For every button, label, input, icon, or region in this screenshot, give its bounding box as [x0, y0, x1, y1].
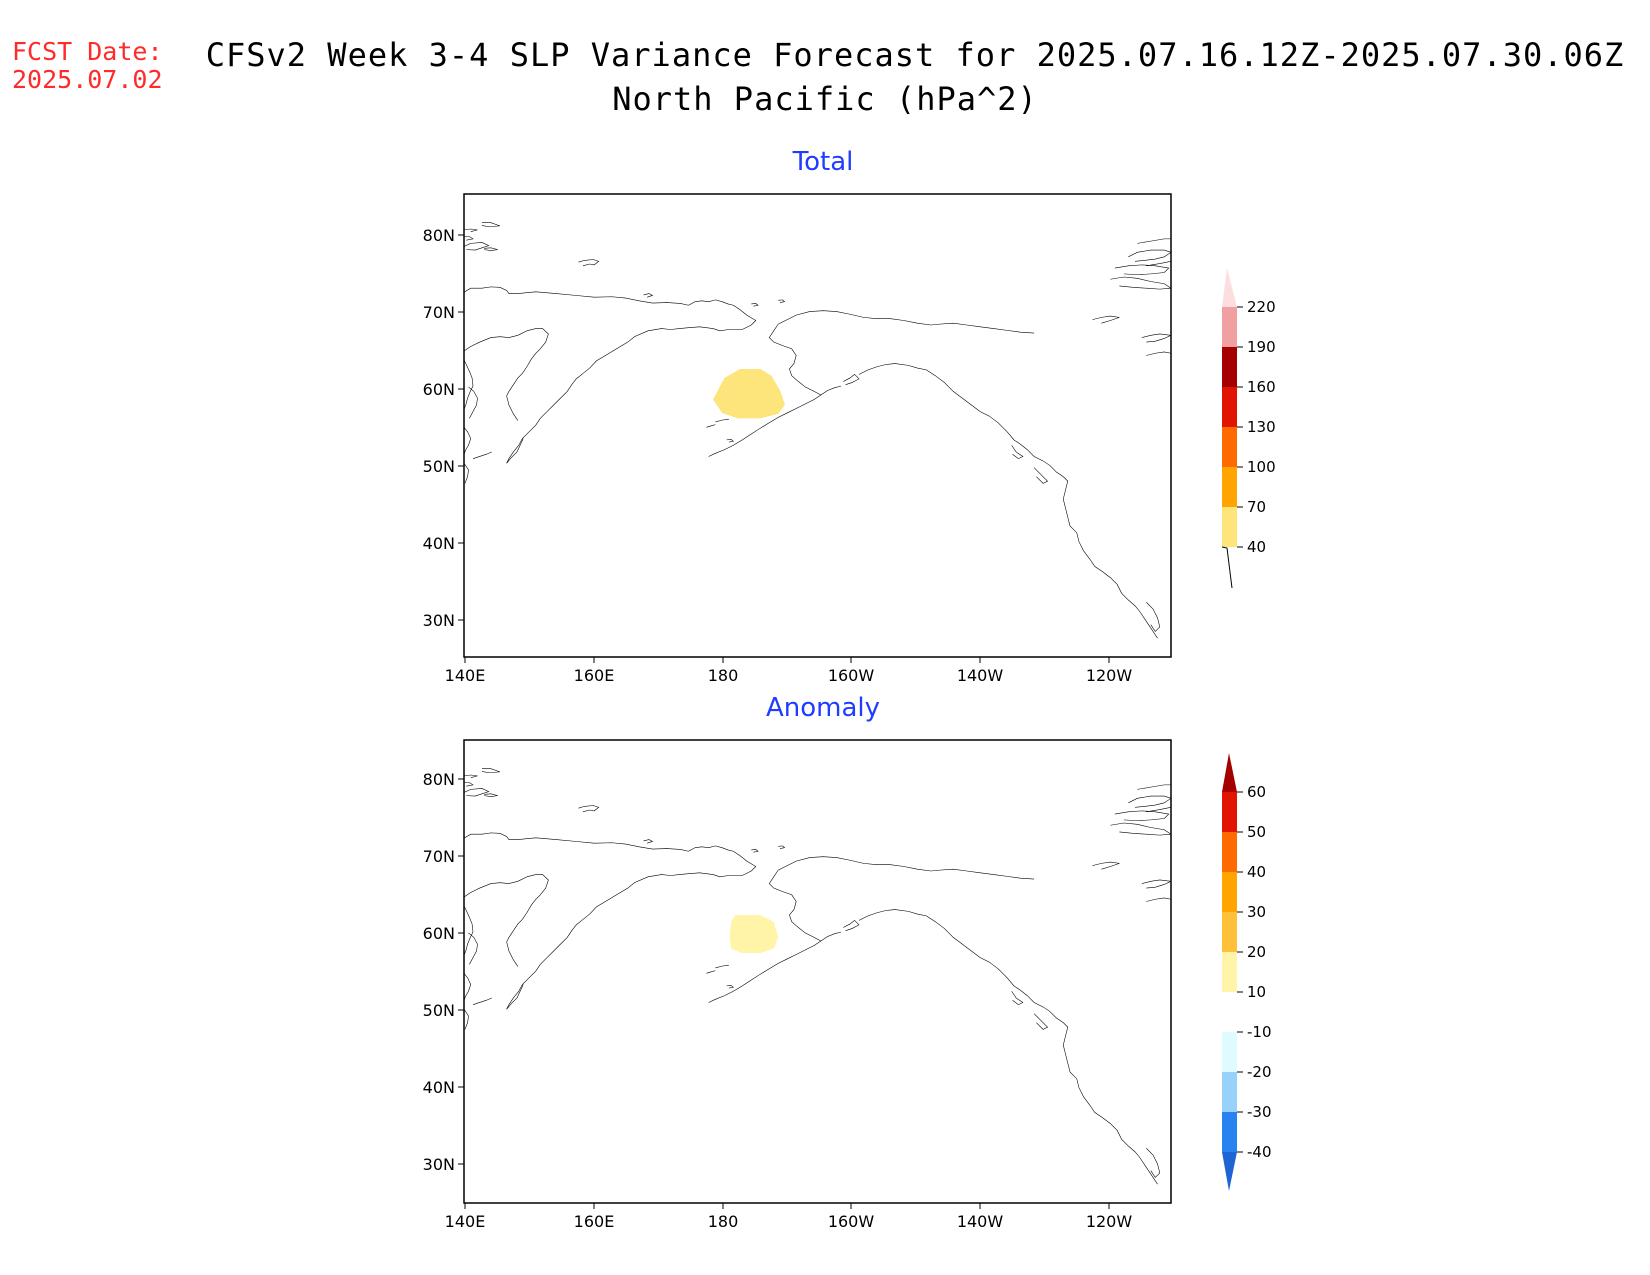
- colorbar-anomaly-swatch: [1222, 872, 1237, 912]
- panel-total: Total 80N 70N 60N 50N 40N 30N 140E 160E …: [423, 147, 1276, 685]
- lon-tick: 120W: [1086, 1212, 1133, 1231]
- lat-tick: 70N: [423, 847, 455, 866]
- colorbar-total-label: 190: [1247, 338, 1276, 356]
- colorbar-anomaly-label: -40: [1247, 1143, 1272, 1161]
- colorbar-anomaly-label: 40: [1247, 863, 1266, 881]
- lat-tick: 50N: [423, 1001, 455, 1020]
- colorbar-anomaly-label: 10: [1247, 983, 1266, 1001]
- map-area-anomaly: [464, 768, 1171, 1185]
- colorbar-anomaly-swatch: [1222, 1032, 1237, 1072]
- map-border-total: [463, 193, 1172, 658]
- lat-tick: 60N: [423, 924, 455, 943]
- lat-tick: 60N: [423, 380, 455, 399]
- panel-anomaly-title: Anomaly: [766, 693, 880, 723]
- colorbar-anomaly-label: 60: [1247, 783, 1266, 801]
- colorbar-total-label: 100: [1247, 458, 1276, 476]
- figure-title: CFSv2 Week 3-4 SLP Variance Forecast for…: [0, 33, 1650, 121]
- colorbar-total-label: 220: [1247, 298, 1276, 316]
- colorbar-anomaly-label: 30: [1247, 903, 1266, 921]
- lon-tick: 180: [708, 1212, 739, 1231]
- colorbar-total-swatch: [1222, 507, 1237, 547]
- lon-tick: 140E: [445, 666, 486, 685]
- colorbar-total-label: 70: [1247, 498, 1266, 516]
- lat-tick: 80N: [423, 226, 455, 245]
- fcst-label: FCST Date:: [12, 37, 163, 66]
- colorbar-total-swatch: [1222, 347, 1237, 387]
- map-frame-anomaly: [464, 740, 1171, 1203]
- colorbar-total-label: 160: [1247, 378, 1276, 396]
- lat-tick: 80N: [423, 770, 455, 789]
- colorbar-anomaly-label: 20: [1247, 943, 1266, 961]
- colorbar-anomaly-swatch: [1222, 792, 1237, 832]
- lat-tick: 30N: [423, 1155, 455, 1174]
- lon-tick: 160E: [574, 666, 615, 685]
- lat-tick: 50N: [423, 457, 455, 476]
- lon-tick: 160W: [828, 666, 875, 685]
- lon-axis-anomaly: 140E 160E 180 160W 140W 120W: [445, 1203, 1133, 1231]
- colorbar-total-swatch: [1222, 427, 1237, 467]
- colorbar-total-swatch: [1222, 467, 1237, 507]
- lon-tick: 160W: [828, 1212, 875, 1231]
- shaded-variance-region-anomaly: [729, 914, 779, 954]
- map-area-total: [464, 222, 1171, 639]
- colorbar-anomaly-swatch: [1222, 912, 1237, 952]
- panel-total-title: Total: [792, 147, 854, 177]
- colorbar-anomaly-swatch: [1222, 832, 1237, 872]
- colorbar-anomaly-lower-triangle: [1222, 1152, 1237, 1191]
- colorbar-total-swatch: [1222, 307, 1237, 347]
- colorbar-anomaly-label: -10: [1247, 1023, 1272, 1041]
- colorbar-anomaly: 60 50 40 30 20 10 -10 -20 -30 -40: [1222, 753, 1272, 1191]
- shaded-variance-region-total: [713, 368, 785, 419]
- lon-tick: 180: [708, 666, 739, 685]
- lon-tick: 140W: [957, 1212, 1004, 1231]
- lat-tick: 40N: [423, 534, 455, 553]
- colorbar-total-swatch: [1222, 387, 1237, 427]
- title-line-2: North Pacific (hPa^2): [612, 80, 1038, 118]
- map-frame-total: [464, 194, 1171, 657]
- lon-tick: 160E: [574, 1212, 615, 1231]
- colorbar-total-label: 40: [1247, 538, 1266, 556]
- lon-tick: 120W: [1086, 666, 1133, 685]
- fcst-date: 2025.07.02: [12, 65, 163, 94]
- colorbar-anomaly-label: 50: [1247, 823, 1266, 841]
- colorbar-anomaly-upper-triangle: [1222, 753, 1237, 792]
- lon-axis-total: 140E 160E 180 160W 140W 120W: [445, 657, 1133, 685]
- colorbar-total-label: 130: [1247, 418, 1276, 436]
- title-line-1: CFSv2 Week 3-4 SLP Variance Forecast for…: [205, 36, 1625, 74]
- lon-tick: 140E: [445, 1212, 486, 1231]
- colorbar-total: 40 70 100 130 160 190 220: [1221, 268, 1276, 589]
- lat-tick: 70N: [423, 303, 455, 322]
- forecast-date-label: FCST Date: 2025.07.02: [12, 38, 163, 94]
- lat-tick: 30N: [423, 611, 455, 630]
- colorbar-anomaly-label: -20: [1247, 1063, 1272, 1081]
- colorbar-total-lower-triangle: [1221, 546, 1233, 589]
- colorbar-anomaly-swatch: [1222, 1072, 1237, 1112]
- lon-tick: 140W: [957, 666, 1004, 685]
- colorbar-anomaly-swatch: [1222, 952, 1237, 992]
- colorbar-anomaly-swatch: [1222, 992, 1237, 1032]
- lat-axis-total: 80N 70N 60N 50N 40N 30N: [423, 226, 464, 630]
- lat-tick: 40N: [423, 1078, 455, 1097]
- colorbar-total-upper-triangle: [1222, 268, 1237, 307]
- map-border-anomaly: [463, 739, 1172, 1204]
- lat-axis-anomaly: 80N 70N 60N 50N 40N 30N: [423, 770, 464, 1174]
- colorbar-anomaly-label: -30: [1247, 1103, 1272, 1121]
- colorbar-anomaly-swatch: [1222, 1112, 1237, 1152]
- panel-anomaly: Anomaly 80N 70N 60N 50N 40N 30N 140E 160…: [423, 693, 1272, 1231]
